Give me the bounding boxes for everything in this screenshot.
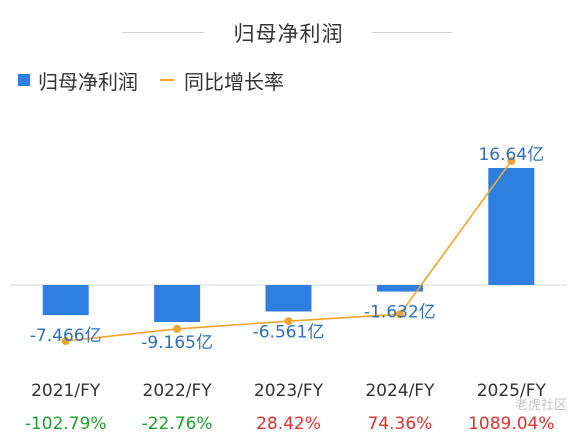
growth-point-0: [61, 337, 70, 345]
growth-rate-label: 28.42%: [256, 414, 321, 434]
x-tick-label: 2022/FY: [143, 381, 213, 401]
growth-point-4: [507, 157, 516, 165]
growth-point-1: [173, 324, 182, 333]
title-rule-left: [122, 32, 204, 33]
chart-title: 归母净利润: [233, 22, 344, 46]
bar-2025-FY: [488, 168, 535, 285]
growth-rate-label: -22.76%: [142, 414, 213, 434]
bar-value-label: 16.64亿: [478, 145, 544, 165]
bar-value-label: -9.165亿: [141, 333, 213, 353]
legend-item-bar[interactable]: 归母净利润: [18, 66, 138, 95]
legend-label-bar: 归母净利润: [38, 69, 138, 94]
growth-point-2: [284, 317, 293, 326]
line-swatch-icon: [160, 79, 174, 81]
title-rule-right: [372, 32, 452, 33]
bar-2021-FY: [42, 285, 89, 316]
x-tick-label: 2024/FY: [365, 381, 435, 401]
growth-rate-label: 1089.04%: [468, 414, 554, 434]
growth-rate-label: -102.79%: [25, 414, 107, 434]
growth-line: [65, 160, 512, 342]
growth-point-3: [395, 310, 404, 319]
bar-value-label: -1.632亿: [364, 303, 436, 323]
watermark: 老虎社区: [514, 398, 567, 413]
legend: 归母净利润 同比增长率: [18, 66, 306, 95]
x-tick-label: 2025/FY: [477, 381, 547, 401]
x-tick-label: 2021/FY: [31, 381, 101, 401]
bar-2024-FY: [376, 285, 423, 292]
bar-value-label: -7.466亿: [30, 326, 102, 346]
bar-value-label: -6.561亿: [253, 322, 325, 342]
legend-item-line[interactable]: 同比增长率: [160, 66, 284, 95]
bar-2022-FY: [154, 285, 201, 322]
bar-swatch-icon: [18, 74, 30, 86]
x-tick-label: 2023/FY: [254, 381, 324, 401]
legend-label-line: 同比增长率: [184, 69, 284, 94]
bar-2023-FY: [265, 285, 312, 312]
growth-rate-label: 74.36%: [367, 414, 432, 434]
